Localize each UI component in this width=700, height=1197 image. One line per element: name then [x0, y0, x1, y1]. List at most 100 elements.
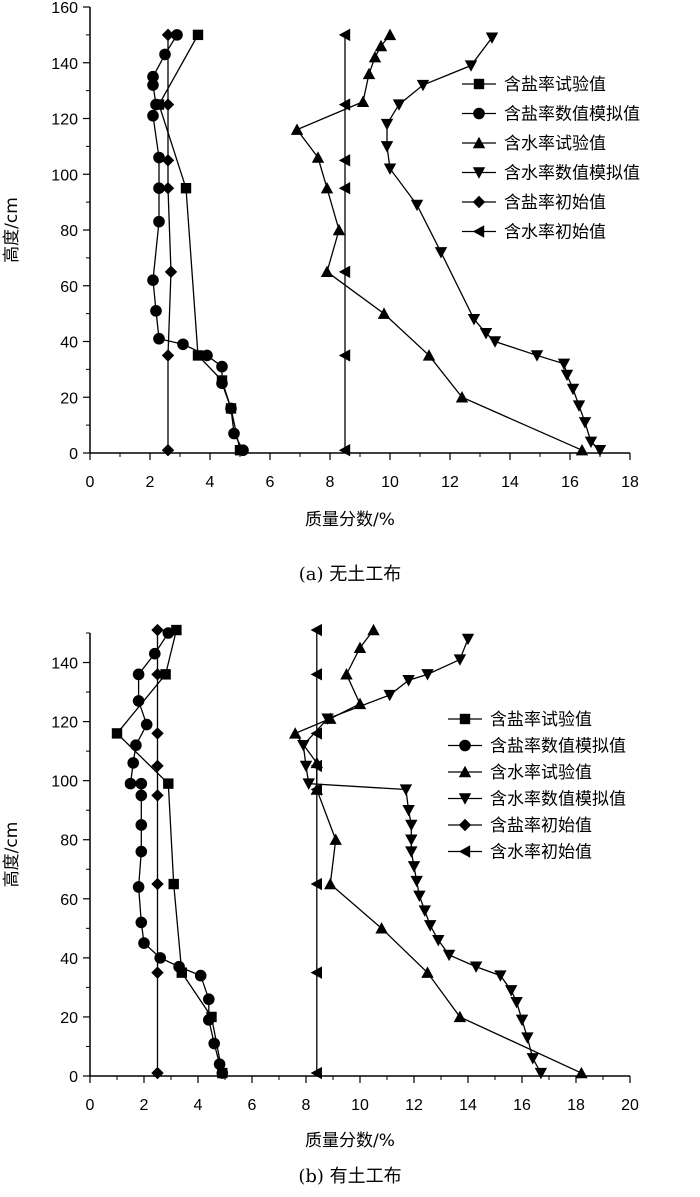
legend-marker	[472, 136, 486, 149]
data-point	[338, 265, 351, 279]
data-point	[515, 1014, 529, 1027]
data-point	[173, 960, 185, 973]
legend-label: 含盐率试验值	[490, 710, 592, 730]
y-tick-label: 80	[60, 223, 78, 240]
data-point	[521, 1032, 534, 1044]
data-point	[338, 349, 351, 362]
data-point	[310, 668, 322, 681]
legend-label: 含水率试验值	[490, 763, 592, 783]
data-point	[132, 881, 145, 893]
legend-entry: 含盐率试验值	[448, 710, 592, 730]
data-point	[151, 1066, 164, 1080]
series-line	[386, 37, 601, 451]
data-point	[410, 199, 424, 212]
data-point	[161, 444, 175, 457]
data-point	[338, 181, 351, 195]
data-point	[289, 727, 302, 739]
data-point	[405, 834, 418, 846]
y-tick-label: 0	[69, 1069, 78, 1086]
data-point	[237, 444, 249, 457]
data-point	[413, 890, 426, 903]
data-point	[324, 877, 337, 890]
data-point	[194, 969, 207, 982]
data-point	[402, 675, 415, 687]
y-tick-label: 100	[51, 774, 78, 791]
data-point	[228, 427, 240, 440]
data-point	[151, 877, 164, 891]
data-point	[432, 934, 445, 947]
legend-marker	[458, 793, 472, 805]
series-line	[158, 34, 241, 451]
x-tick-label: 6	[266, 474, 275, 491]
legend-entry: 含盐率初始值	[448, 816, 592, 836]
data-point	[192, 29, 204, 41]
legend-label: 含盐率数值模拟值	[490, 737, 626, 757]
data-point	[402, 805, 415, 817]
data-point	[176, 967, 187, 978]
data-point	[310, 966, 322, 979]
data-point	[424, 920, 437, 932]
legend-entry: 含水率试验值	[462, 134, 606, 154]
legend-entry: 含盐率数值模拟值	[448, 737, 626, 757]
data-point	[164, 265, 178, 279]
data-point	[147, 79, 159, 91]
data-point	[353, 697, 367, 710]
data-point	[130, 739, 142, 752]
data-point	[510, 996, 523, 1009]
legend-entry: 含水率初始值	[448, 843, 592, 863]
data-point	[383, 689, 396, 702]
data-point	[177, 338, 189, 351]
y-tick-label: 60	[60, 279, 78, 296]
data-point	[410, 875, 423, 888]
data-point	[464, 60, 478, 72]
data-point	[150, 98, 162, 111]
data-point	[485, 32, 499, 44]
data-point	[375, 922, 388, 934]
x-tick-label: 8	[326, 474, 335, 491]
data-point	[162, 627, 175, 639]
data-point	[149, 647, 161, 660]
data-point	[153, 182, 165, 194]
x-tick-label: 16	[513, 1097, 531, 1114]
data-point	[297, 740, 310, 752]
y-tick-label: 140	[51, 656, 78, 673]
legend-entry: 含水率数值模拟值	[462, 164, 640, 184]
data-point	[405, 846, 418, 858]
data-point	[153, 332, 165, 345]
legend-entry: 含水率初始值	[462, 223, 606, 243]
y-tick-label: 60	[60, 892, 78, 909]
data-point	[161, 154, 175, 167]
data-point	[163, 778, 174, 789]
data-point	[151, 789, 164, 802]
data-point	[124, 777, 137, 790]
data-point	[321, 713, 334, 725]
y-tick-label: 140	[51, 56, 78, 73]
data-point	[380, 141, 394, 153]
legend-marker	[458, 845, 471, 858]
data-point	[171, 29, 183, 41]
series-line	[152, 34, 244, 451]
legend-marker	[458, 765, 472, 778]
legend-label: 含水率初始值	[490, 843, 592, 863]
legend-label: 含水率初始值	[504, 223, 606, 243]
data-point	[455, 391, 469, 403]
x-axis-title: 质量分数/%	[305, 510, 395, 530]
data-point	[338, 98, 351, 111]
data-point	[332, 223, 346, 236]
data-point	[566, 383, 580, 396]
data-point	[467, 314, 481, 326]
data-point	[338, 444, 351, 457]
legend-label: 含水率数值模拟值	[490, 790, 626, 810]
data-point	[405, 819, 418, 832]
data-point	[421, 669, 434, 681]
x-tick-label: 16	[561, 474, 579, 491]
data-point	[383, 28, 397, 41]
data-point	[151, 727, 164, 740]
data-point	[216, 377, 228, 390]
data-point	[147, 109, 159, 122]
data-point	[494, 970, 507, 982]
data-point	[180, 182, 192, 194]
data-point	[421, 966, 434, 978]
data-point	[127, 757, 139, 769]
